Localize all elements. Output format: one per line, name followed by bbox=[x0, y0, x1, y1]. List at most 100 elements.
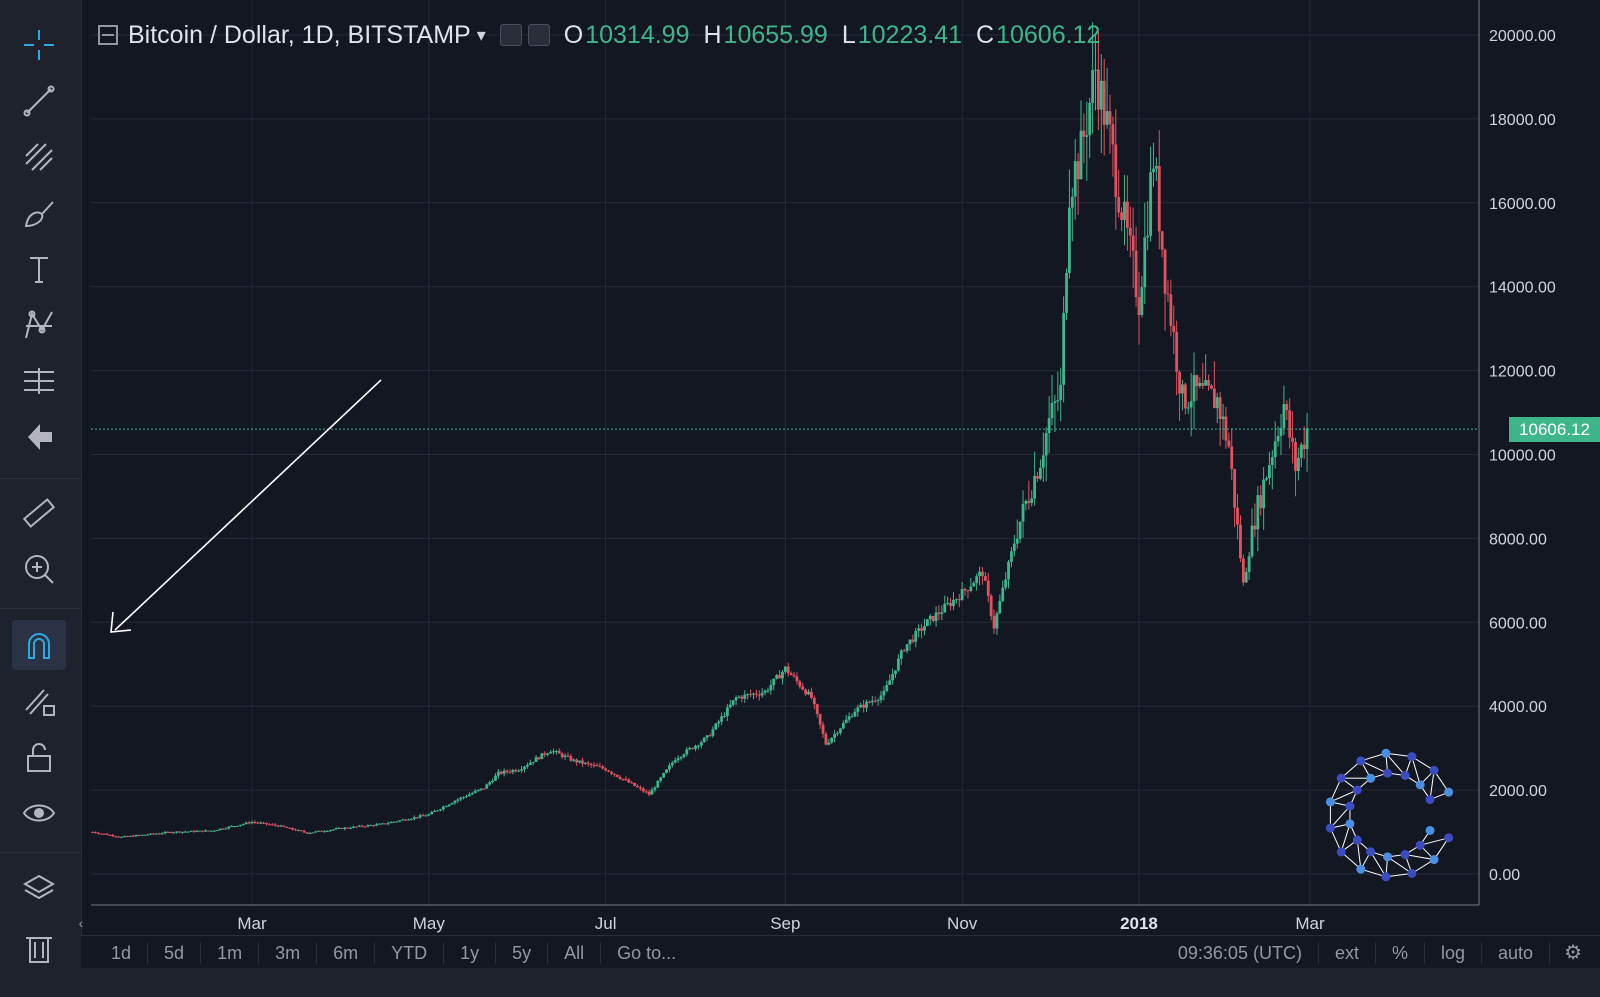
candle-body bbox=[386, 823, 390, 825]
candle-body bbox=[381, 823, 384, 825]
candle-body bbox=[757, 694, 761, 696]
open-label: O bbox=[563, 20, 584, 49]
candle-body bbox=[1201, 383, 1205, 386]
logo-node bbox=[1425, 825, 1435, 835]
pattern-icon[interactable] bbox=[12, 300, 66, 350]
logo-node bbox=[1325, 797, 1335, 807]
candle-body bbox=[1111, 124, 1115, 145]
candle-body bbox=[1012, 543, 1016, 552]
candle-body bbox=[236, 825, 239, 827]
candle-body bbox=[1085, 135, 1089, 137]
candle-body bbox=[1140, 287, 1144, 315]
candle-body bbox=[714, 723, 718, 730]
measure-prediction-icon[interactable] bbox=[12, 356, 66, 406]
candle-body bbox=[1299, 444, 1303, 458]
lock-drawing-icon[interactable] bbox=[12, 676, 66, 726]
y-tick-label: 20000.00 bbox=[1489, 28, 1556, 45]
candle-body bbox=[152, 833, 155, 835]
candle-body bbox=[1241, 558, 1245, 583]
candle-body bbox=[644, 791, 648, 793]
candle-body bbox=[954, 599, 958, 601]
range-all[interactable]: All bbox=[548, 941, 602, 964]
candle-body bbox=[821, 724, 825, 734]
range-1y[interactable]: 1y bbox=[444, 941, 497, 964]
fib-icon[interactable] bbox=[12, 132, 66, 182]
chart-pane[interactable]: 20000.00 18000.00 16000.00 14000.00 12000.00… bbox=[91, 0, 1600, 935]
percent-toggle[interactable]: % bbox=[1376, 941, 1425, 964]
magnet-icon[interactable] bbox=[12, 620, 66, 670]
toolbar-divider bbox=[0, 852, 81, 853]
candle-body bbox=[928, 615, 932, 620]
logo-edge bbox=[1405, 854, 1435, 861]
range-ytd[interactable]: YTD bbox=[375, 941, 445, 964]
candle-body bbox=[166, 831, 170, 833]
candle-body bbox=[433, 810, 437, 812]
candle-body bbox=[546, 753, 550, 755]
eye-icon[interactable] bbox=[12, 788, 66, 838]
candle-body bbox=[1076, 161, 1080, 180]
candle-body bbox=[1131, 235, 1135, 251]
collapse-toolbar-icon[interactable]: ‹ bbox=[78, 915, 84, 931]
back-arrow-icon[interactable] bbox=[12, 412, 66, 462]
candle-body bbox=[1282, 404, 1286, 429]
gear-icon[interactable]: ⚙ bbox=[1564, 942, 1582, 964]
candle-body bbox=[1297, 457, 1300, 471]
ext-toggle[interactable]: ext bbox=[1319, 941, 1376, 964]
brush-icon[interactable] bbox=[12, 188, 66, 238]
candle-body bbox=[711, 729, 715, 736]
crosshair-icon[interactable] bbox=[12, 20, 66, 70]
settings-icon[interactable] bbox=[527, 24, 550, 46]
x-tick-label: Mar bbox=[237, 914, 267, 933]
logo-node bbox=[1383, 852, 1393, 862]
candle-body bbox=[511, 769, 515, 773]
ruler-icon[interactable] bbox=[12, 488, 66, 538]
dropdown-icon[interactable]: ▾ bbox=[476, 24, 486, 45]
candle-body bbox=[491, 780, 494, 783]
range-1m[interactable]: 1m bbox=[201, 941, 260, 964]
range-1d[interactable]: 1d bbox=[81, 941, 149, 964]
log-toggle[interactable]: log bbox=[1425, 941, 1483, 964]
layers-icon[interactable] bbox=[12, 864, 66, 914]
candle-body bbox=[557, 750, 561, 754]
candle-body bbox=[485, 784, 489, 789]
trash-icon[interactable] bbox=[12, 922, 66, 972]
goto-button[interactable]: Go to... bbox=[617, 942, 677, 963]
candle-body bbox=[986, 580, 990, 596]
logo-node bbox=[1381, 748, 1391, 758]
candle-body bbox=[601, 766, 605, 769]
range-5d[interactable]: 5d bbox=[148, 941, 202, 964]
candle-body bbox=[682, 754, 686, 757]
unlock-icon[interactable] bbox=[12, 732, 66, 782]
utc-clock[interactable]: 09:36:05 (UTC) bbox=[1162, 941, 1319, 964]
candle-body bbox=[1047, 418, 1051, 434]
candle-body bbox=[627, 779, 631, 783]
candle-body bbox=[998, 600, 1002, 614]
logo-node bbox=[1381, 872, 1391, 882]
range-5y[interactable]: 5y bbox=[496, 941, 549, 964]
candle-body bbox=[1102, 80, 1106, 125]
candle-body bbox=[169, 831, 173, 833]
range-3m[interactable]: 3m bbox=[259, 941, 318, 964]
candle-body bbox=[172, 832, 176, 834]
auto-toggle[interactable]: auto bbox=[1482, 941, 1551, 964]
text-icon[interactable] bbox=[12, 244, 66, 294]
candle-body bbox=[183, 831, 187, 833]
candle-body bbox=[1273, 441, 1277, 458]
trend-line-icon[interactable] bbox=[12, 76, 66, 126]
candle-body bbox=[592, 765, 596, 767]
candle-body bbox=[134, 835, 138, 837]
collapse-legend-icon[interactable] bbox=[98, 25, 118, 45]
zoom-icon[interactable] bbox=[12, 544, 66, 594]
candle-body bbox=[908, 639, 912, 645]
price-chart[interactable]: 20000.00 18000.00 16000.00 14000.00 12000.00… bbox=[91, 0, 1600, 935]
candle-body bbox=[337, 827, 341, 829]
visibility-icon[interactable] bbox=[499, 24, 522, 46]
candle-body bbox=[514, 769, 518, 772]
candle-body bbox=[807, 691, 810, 695]
logo-node bbox=[1415, 780, 1425, 790]
candle-body bbox=[305, 832, 309, 834]
candle-body bbox=[114, 836, 118, 838]
range-6m[interactable]: 6m bbox=[317, 941, 376, 964]
symbol-title[interactable]: Bitcoin / Dollar, 1D, BITSTAMP bbox=[128, 20, 471, 49]
candle-body bbox=[569, 756, 573, 761]
